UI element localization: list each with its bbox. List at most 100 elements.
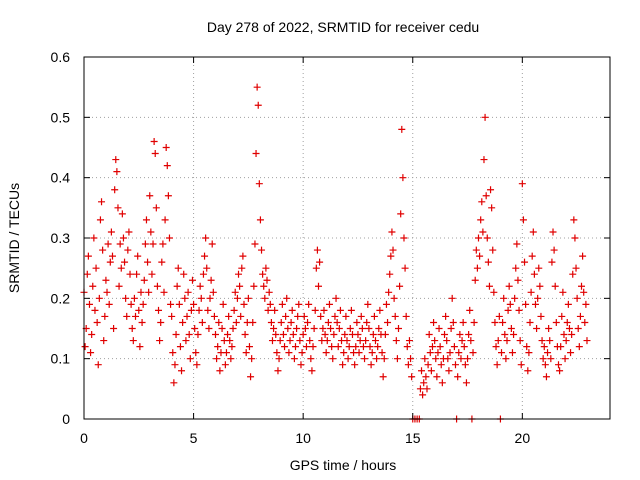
data-point — [153, 282, 161, 290]
data-point — [270, 325, 278, 332]
data-point — [494, 337, 502, 345]
data-point — [556, 367, 564, 375]
data-point — [215, 318, 223, 326]
data-point — [138, 318, 146, 326]
data-point — [175, 300, 183, 308]
data-point — [573, 294, 581, 302]
data-point — [471, 276, 479, 284]
data-point — [335, 325, 343, 332]
data-point — [213, 355, 221, 363]
data-point — [461, 361, 469, 369]
data-point — [390, 294, 398, 302]
data-point — [333, 318, 341, 326]
data-point — [251, 240, 259, 248]
data-point — [307, 355, 315, 363]
data-point — [384, 318, 392, 326]
data-point — [253, 83, 261, 91]
data-point — [365, 325, 373, 332]
data-point — [264, 306, 272, 314]
data-point — [81, 343, 89, 351]
data-point — [231, 288, 239, 296]
data-point — [564, 300, 572, 308]
data-point — [260, 282, 268, 290]
data-point — [288, 306, 296, 314]
data-point — [512, 264, 520, 272]
data-point — [580, 288, 588, 296]
data-point — [281, 343, 289, 351]
data-point — [341, 331, 349, 339]
data-point — [256, 216, 264, 224]
data-point — [508, 349, 516, 357]
data-point — [448, 294, 456, 302]
data-point — [483, 234, 491, 242]
data-point — [171, 361, 179, 369]
data-point — [287, 318, 295, 326]
data-point — [484, 258, 492, 266]
data-point — [94, 361, 102, 369]
y-tick-label: 0.3 — [51, 230, 71, 246]
data-point — [397, 210, 405, 218]
data-point — [399, 174, 407, 182]
data-point — [164, 192, 172, 200]
data-point — [323, 337, 331, 345]
data-point — [272, 331, 280, 339]
data-point — [119, 234, 127, 242]
data-point — [254, 101, 262, 109]
data-point — [271, 306, 279, 314]
data-point — [216, 367, 224, 375]
data-point — [106, 258, 114, 266]
data-point — [296, 337, 304, 345]
data-point — [389, 246, 397, 254]
data-point — [163, 162, 171, 170]
x-tick-label: 15 — [405, 430, 421, 446]
x-tick-label: 0 — [80, 430, 88, 446]
data-point — [473, 264, 481, 272]
data-point — [290, 355, 298, 363]
data-point — [84, 252, 92, 260]
data-point — [259, 270, 267, 278]
data-point — [385, 288, 393, 296]
data-point — [160, 288, 168, 296]
data-point — [514, 276, 522, 284]
data-point — [313, 246, 321, 254]
data-point — [148, 270, 156, 278]
data-point — [551, 282, 559, 290]
data-point — [139, 300, 147, 308]
data-point — [225, 312, 233, 320]
data-point — [85, 300, 93, 308]
data-point — [583, 337, 591, 345]
data-point — [525, 349, 533, 357]
data-point — [357, 312, 365, 320]
data-point — [460, 343, 468, 351]
data-point — [487, 186, 495, 194]
data-point — [361, 355, 369, 363]
data-point — [459, 318, 467, 326]
data-point — [437, 361, 445, 369]
data-point — [206, 294, 214, 302]
data-point — [451, 361, 459, 369]
data-point — [315, 282, 323, 290]
data-point — [331, 312, 339, 320]
data-point — [168, 312, 176, 320]
data-point — [576, 312, 584, 320]
data-point — [424, 361, 432, 369]
x-tick-label: 5 — [190, 430, 198, 446]
data-point — [449, 318, 457, 326]
data-point — [352, 343, 360, 351]
data-point — [492, 343, 500, 351]
data-point — [203, 264, 211, 272]
data-point — [91, 306, 99, 314]
data-point — [558, 312, 566, 320]
x-tick-label: 10 — [295, 430, 311, 446]
data-point — [346, 325, 354, 332]
data-point — [140, 276, 148, 284]
data-point — [485, 282, 493, 290]
data-point — [524, 367, 532, 375]
data-point — [445, 367, 453, 375]
data-point — [442, 312, 450, 320]
data-point — [433, 373, 441, 381]
data-point — [575, 343, 583, 351]
data-point — [574, 325, 582, 332]
y-tick-label: 0.1 — [51, 351, 71, 367]
